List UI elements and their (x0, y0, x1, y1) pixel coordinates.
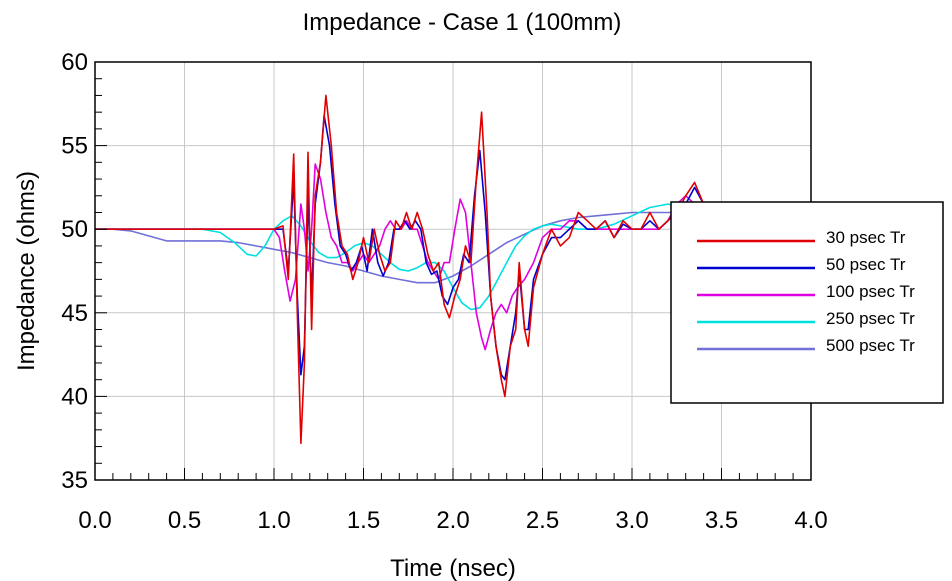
chart-title: Impedance - Case 1 (100mm) (303, 9, 622, 36)
x-tick-label: 0.0 (78, 507, 111, 534)
legend-label: 500 psec Tr (826, 336, 915, 355)
x-tick-label: 4.0 (794, 507, 827, 534)
legend-box (670, 201, 944, 404)
x-tick-label: 1.0 (257, 507, 290, 534)
legend-label: 30 psec Tr (826, 228, 906, 247)
y-tick-label: 35 (61, 467, 88, 494)
y-tick-label: 50 (61, 216, 88, 243)
legend-label: 250 psec Tr (826, 309, 915, 328)
y-tick-label: 45 (61, 300, 88, 327)
ticks (94, 61, 812, 481)
x-tick-label: 1.5 (347, 507, 380, 534)
y-tick-label: 40 (61, 383, 88, 410)
series-line (95, 163, 705, 351)
y-tick-label: 55 (61, 133, 88, 160)
x-tick-label: 2.5 (526, 507, 559, 534)
x-axis-label: Time (nsec) (390, 555, 516, 581)
y-tick-label: 60 (61, 49, 88, 76)
x-tick-labels: 0.0 0.5 1.0 1.5 2.0 2.5 3.0 3.5 4.0 (78, 507, 827, 534)
series-line (95, 211, 704, 284)
legend-label: 100 psec Tr (826, 282, 915, 301)
series-line (95, 94, 705, 444)
x-tick-label: 2.0 (436, 507, 469, 534)
x-tick-label: 0.5 (168, 507, 201, 534)
series-layer (95, 94, 705, 444)
x-tick-label: 3.0 (615, 507, 648, 534)
legend-label: 50 psec Tr (826, 255, 906, 274)
x-tick-label: 3.5 (705, 507, 738, 534)
legend: 30 psec Tr 50 psec Tr 100 psec Tr 250 psec … (670, 201, 944, 404)
y-tick-labels: 35 40 45 50 55 60 (61, 49, 88, 494)
y-axis-label: Impedance (ohms) (13, 171, 40, 371)
